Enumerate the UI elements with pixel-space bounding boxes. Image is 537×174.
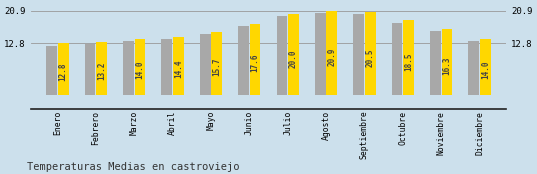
Text: 13.2: 13.2 [97,62,106,80]
Bar [480,38,491,95]
Bar [212,32,222,95]
Bar [85,44,96,95]
Bar [326,11,337,95]
Text: 20.5: 20.5 [366,49,375,67]
Bar [391,23,402,95]
Text: 20.9: 20.9 [328,48,336,66]
Bar [250,24,260,95]
Bar [277,17,287,95]
Text: 14.0: 14.0 [135,60,144,79]
Bar [58,43,69,95]
Text: 15.7: 15.7 [212,57,221,76]
Text: 20.0: 20.0 [289,49,298,68]
Text: 17.6: 17.6 [251,54,259,72]
Text: 18.5: 18.5 [404,52,413,71]
Bar [46,46,57,95]
Bar [403,20,414,95]
Text: 16.3: 16.3 [442,56,452,75]
Bar [315,13,325,95]
Bar [441,29,452,95]
Bar [353,14,364,95]
Bar [468,41,479,95]
Text: Temperaturas Medias en castroviejo: Temperaturas Medias en castroviejo [27,162,240,172]
Bar [162,39,172,95]
Text: 14.0: 14.0 [481,60,490,79]
Bar [430,31,441,95]
Bar [365,12,375,95]
Bar [200,34,211,95]
Text: 14.4: 14.4 [174,60,183,78]
Bar [123,41,134,95]
Text: 12.8: 12.8 [59,63,68,81]
Bar [96,42,107,95]
Bar [288,14,299,95]
Bar [135,38,146,95]
Bar [238,26,249,95]
Bar [173,37,184,95]
